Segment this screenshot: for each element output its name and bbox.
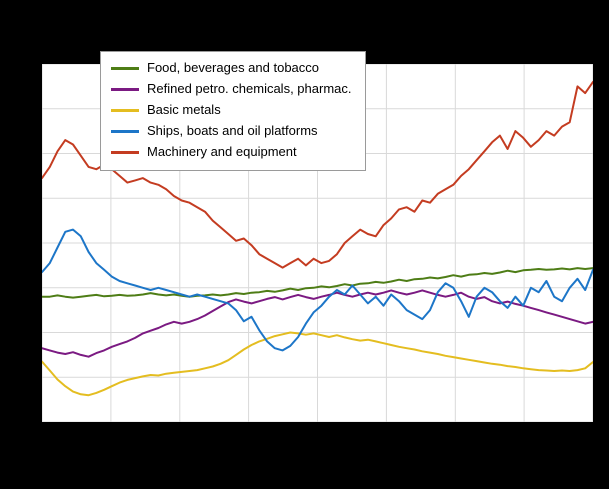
legend-item-basic-metals[interactable]: Basic metals (111, 102, 351, 118)
series-line-ships-boats-oil-platforms (42, 228, 593, 352)
legend-swatch-basic-metals (111, 108, 139, 112)
legend-item-ships[interactable]: Ships, boats and oil platforms (111, 123, 351, 139)
series-line-basic-metals (42, 331, 593, 397)
legend-item-refined-petro[interactable]: Refined petro. chemicals, pharmac. (111, 81, 351, 97)
legend-item-food[interactable]: Food, beverages and tobacco (111, 60, 351, 76)
legend-item-machinery[interactable]: Machinery and equipment (111, 144, 351, 160)
legend-swatch-food (111, 66, 139, 70)
legend-swatch-ships (111, 129, 139, 133)
legend-swatch-refined-petro (111, 87, 139, 91)
legend-label-food: Food, beverages and tobacco (147, 60, 320, 75)
legend-label-basic-metals: Basic metals (147, 102, 221, 117)
series-line-food-beverages-tobacco (42, 267, 593, 299)
legend-label-machinery: Machinery and equipment (147, 144, 297, 159)
legend-label-refined-petro: Refined petro. chemicals, pharmac. (147, 81, 352, 96)
chart-legend: Food, beverages and tobacco Refined petr… (100, 51, 367, 171)
legend-label-ships: Ships, boats and oil platforms (147, 123, 318, 138)
legend-swatch-machinery (111, 150, 139, 154)
series-line-machinery-and-equipment (42, 80, 593, 269)
